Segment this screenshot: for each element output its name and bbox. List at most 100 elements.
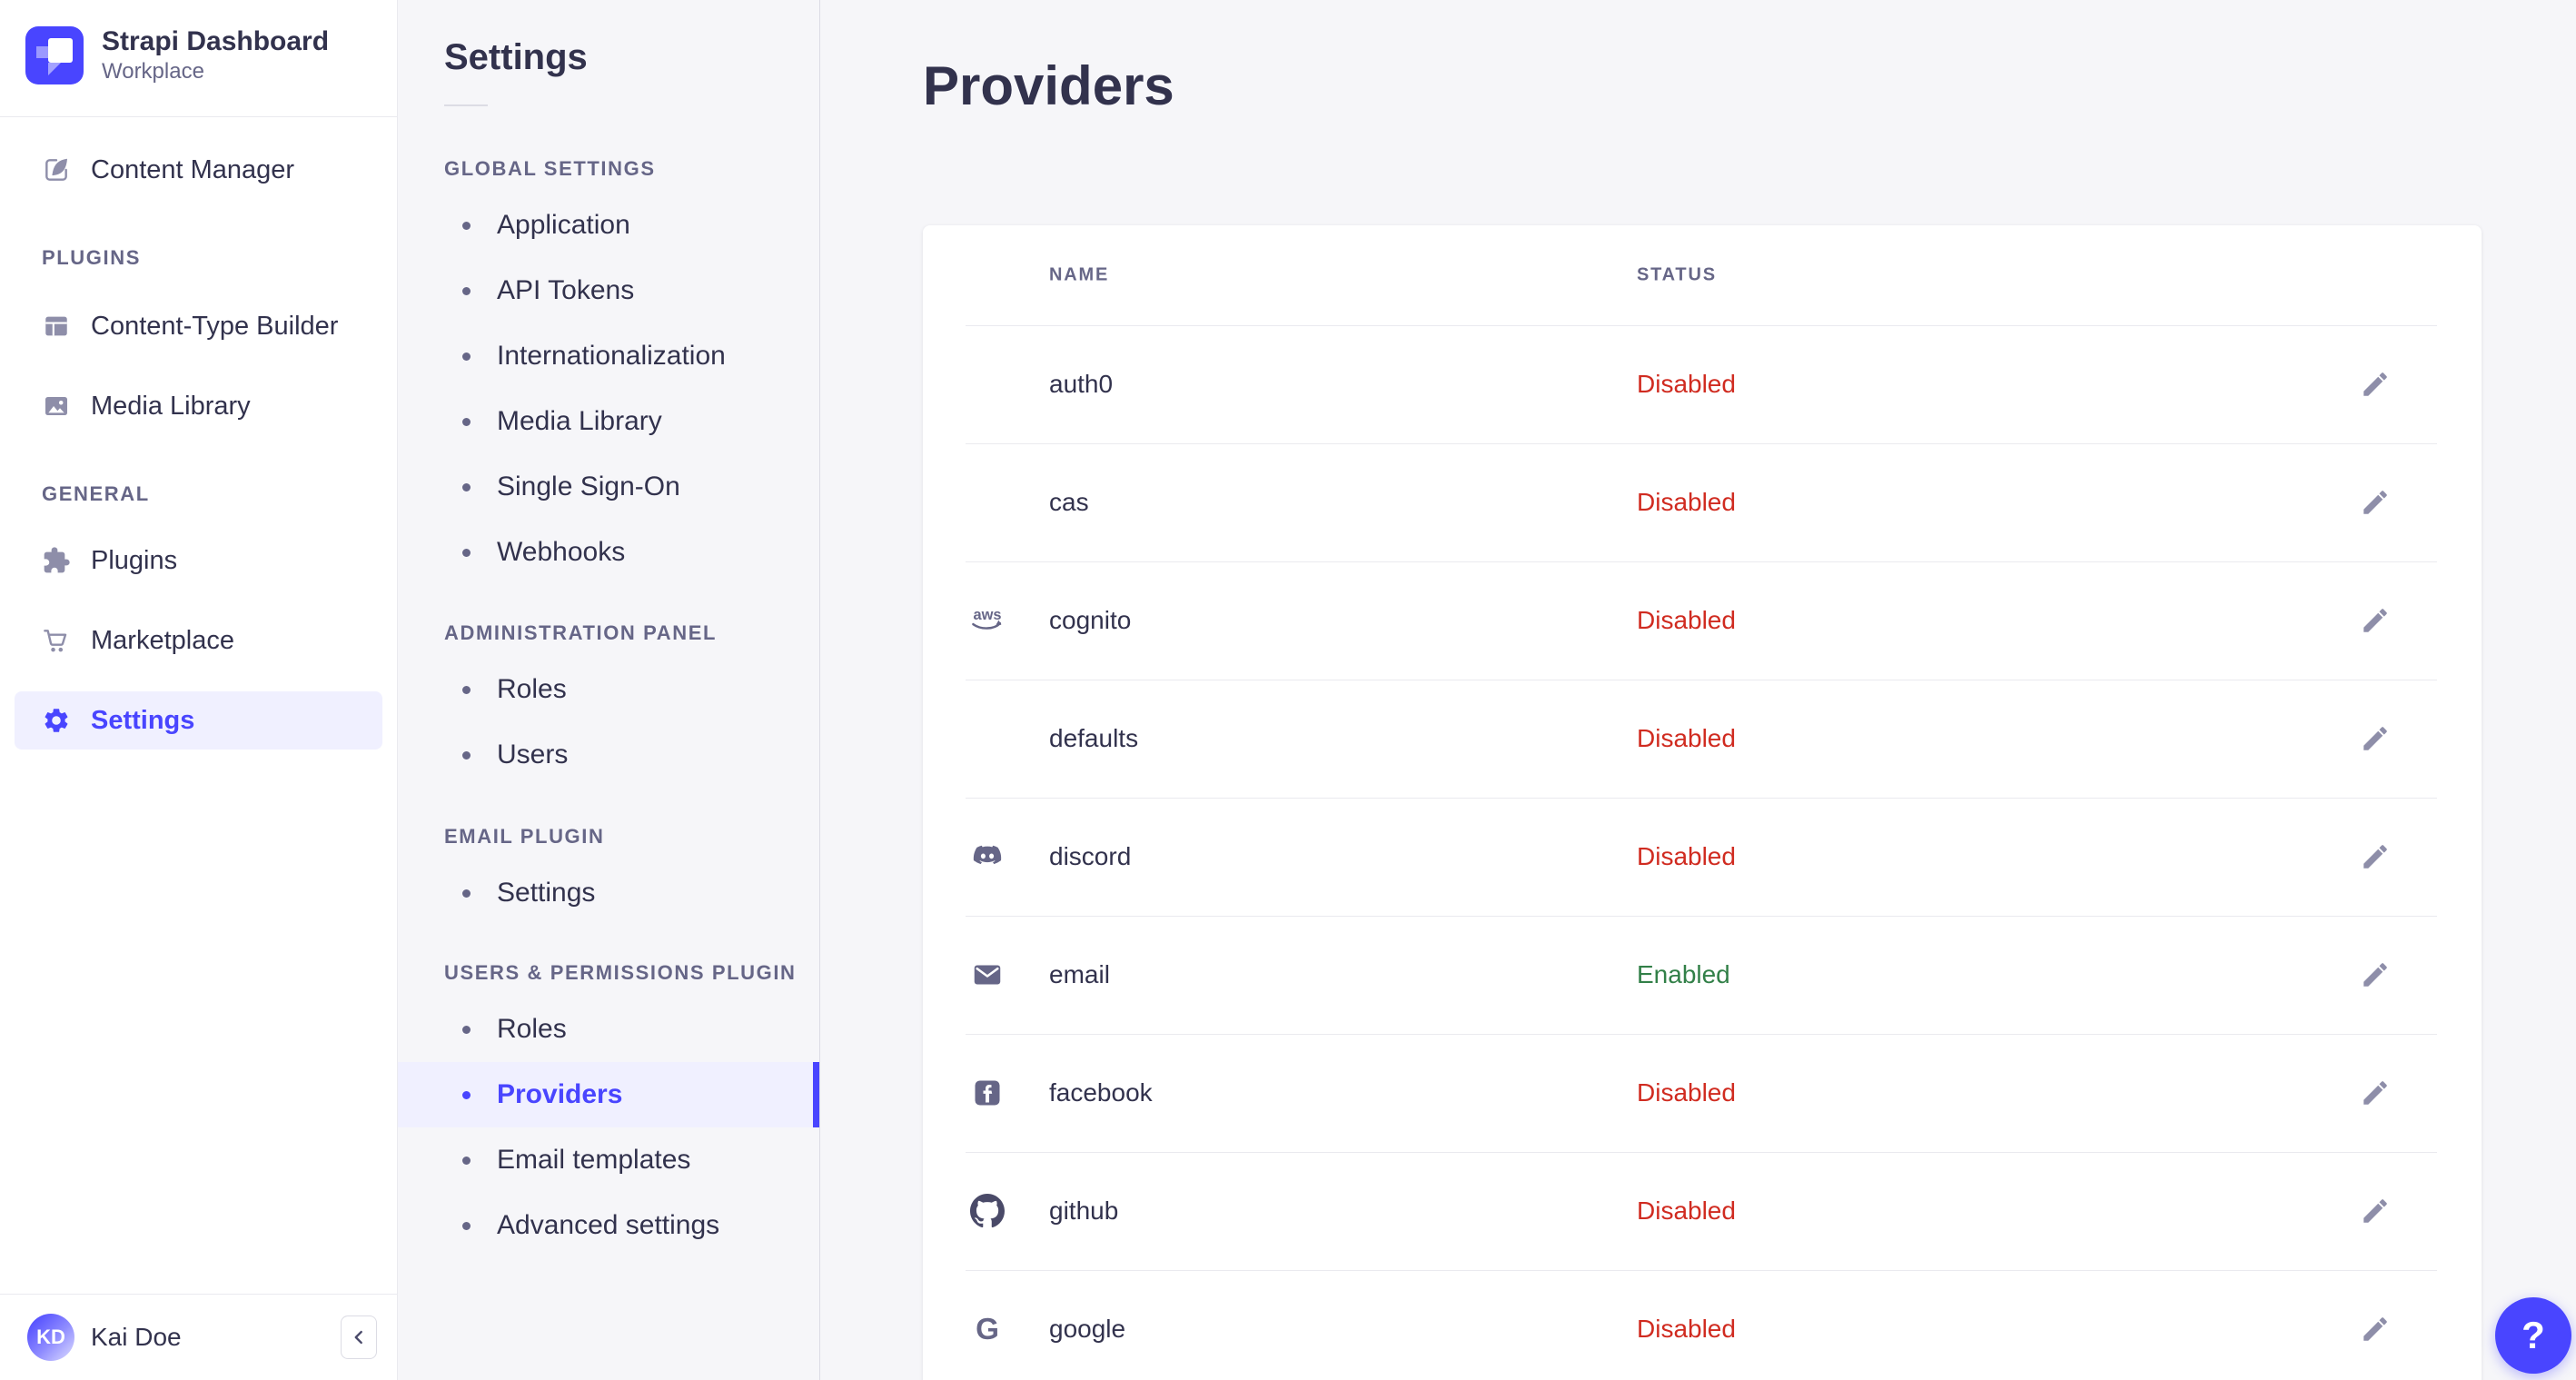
main-content: Providers NAME STATUS auth0 Disabled cas…: [820, 0, 2576, 1380]
subnav-item-label: Media Library: [497, 406, 662, 436]
subnav-item-admin-roles[interactable]: Roles: [398, 657, 819, 722]
provider-name: github: [1049, 1196, 1119, 1225]
bullet-icon: [462, 1156, 471, 1165]
email-icon: [966, 958, 1009, 991]
bullet-icon: [462, 1090, 471, 1099]
subnav-item-admin-users[interactable]: Users: [398, 722, 819, 788]
settings-icon: [42, 706, 71, 735]
sidebar-section-plugins: PLUGINS: [42, 246, 141, 269]
subnav-item-internationalization[interactable]: Internationalization: [398, 323, 819, 389]
provider-name: facebook: [1049, 1078, 1153, 1107]
edit-provider-button[interactable]: [2355, 1191, 2395, 1231]
edit-provider-button[interactable]: [2355, 719, 2395, 759]
sidebar-item-content-type-builder[interactable]: Content-Type Builder: [15, 297, 382, 355]
sidebar-item-label: Settings: [91, 705, 195, 735]
edit-provider-button[interactable]: [2355, 837, 2395, 877]
main-sidebar: Strapi Dashboard Workplace Content Manag…: [0, 0, 398, 1380]
bullet-icon: [462, 889, 471, 898]
table-header-row: NAME STATUS: [923, 225, 2482, 325]
subnav-item-label: Webhooks: [497, 537, 626, 567]
subnav-item-label: API Tokens: [497, 275, 635, 305]
subnav-item-label: Users: [497, 740, 569, 769]
subnav-item-application[interactable]: Application: [398, 193, 819, 258]
sidebar-item-label: Plugins: [91, 545, 178, 575]
subnav-item-single-sign-on[interactable]: Single Sign-On: [398, 454, 819, 520]
sidebar-item-plugins[interactable]: Plugins: [15, 531, 382, 590]
github-icon: [966, 1194, 1009, 1228]
edit-provider-button[interactable]: [2355, 601, 2395, 640]
chevron-left-icon: [347, 1325, 371, 1349]
subnav-item-label: Single Sign-On: [497, 472, 680, 501]
user-name: Kai Doe: [91, 1323, 182, 1351]
workspace-switcher[interactable]: Strapi Dashboard Workplace: [0, 0, 397, 85]
collapse-sidebar-button[interactable]: [341, 1315, 377, 1359]
edit-provider-button[interactable]: [2355, 955, 2395, 995]
edit-icon: [2360, 369, 2391, 400]
subnav-item-label: Internationalization: [497, 341, 726, 371]
bullet-icon: [462, 221, 471, 230]
subnav-item-label: Settings: [497, 878, 596, 908]
app-title: Strapi Dashboard: [102, 26, 330, 56]
aws-icon: aws: [966, 604, 1009, 637]
table-row-discord[interactable]: discord Disabled: [923, 798, 2482, 916]
bullet-icon: [462, 1025, 471, 1034]
table-row-defaults[interactable]: defaults Disabled: [923, 680, 2482, 798]
edit-icon: [2360, 1077, 2391, 1108]
sidebar-item-content-manager[interactable]: Content Manager: [15, 141, 382, 199]
sidebar-item-media-library[interactable]: Media Library: [15, 377, 382, 435]
workspace-name: Workplace: [102, 59, 204, 84]
help-button[interactable]: ?: [2495, 1297, 2571, 1374]
subnav-item-label: Application: [497, 210, 630, 240]
subnav-section-global-settings: GLOBAL SETTINGS: [444, 157, 656, 180]
column-header-status: STATUS: [1637, 264, 1717, 285]
table-row-facebook[interactable]: facebook Disabled: [923, 1034, 2482, 1152]
subnav-item-label: Email templates: [497, 1145, 691, 1175]
subnav-item-email-templates[interactable]: Email templates: [398, 1127, 819, 1193]
subnav-item-label: Providers: [497, 1079, 623, 1109]
subnav-item-email-settings[interactable]: Settings: [398, 860, 819, 926]
subnav-section-items: Settings: [398, 860, 819, 926]
bullet-icon: [462, 352, 471, 361]
table-row-auth0[interactable]: auth0 Disabled: [923, 325, 2482, 443]
avatar: KD: [27, 1314, 74, 1361]
subnav-item-webhooks[interactable]: Webhooks: [398, 520, 819, 585]
subnav-item-advanced-settings[interactable]: Advanced settings: [398, 1193, 819, 1258]
edit-provider-button[interactable]: [2355, 1309, 2395, 1349]
bullet-icon: [462, 548, 471, 557]
table-row-cognito[interactable]: aws cognito Disabled: [923, 561, 2482, 680]
edit-provider-button[interactable]: [2355, 364, 2395, 404]
edit-icon: [2360, 841, 2391, 872]
sidebar-item-settings[interactable]: Settings: [15, 691, 382, 750]
subnav-item-up-roles[interactable]: Roles: [398, 997, 819, 1062]
settings-subnav: Settings GLOBAL SETTINGS Application API…: [398, 0, 820, 1380]
subnav-section-items: Application API Tokens Internationalizat…: [398, 193, 819, 585]
provider-status: Disabled: [1637, 1315, 1736, 1343]
subnav-item-providers[interactable]: Providers: [398, 1062, 819, 1127]
subnav-item-api-tokens[interactable]: API Tokens: [398, 258, 819, 323]
sidebar-item-label: Marketplace: [91, 625, 234, 655]
sidebar-item-marketplace[interactable]: Marketplace: [15, 611, 382, 670]
provider-status: Disabled: [1637, 724, 1736, 752]
subnav-item-label: Advanced settings: [497, 1210, 720, 1240]
user-menu[interactable]: KD Kai Doe: [27, 1314, 341, 1361]
page-title: Providers: [923, 55, 1174, 116]
bullet-icon: [462, 482, 471, 491]
media-library-icon: [42, 392, 71, 421]
sidebar-footer: KD Kai Doe: [0, 1294, 397, 1380]
provider-name: auth0: [1049, 370, 1114, 398]
subnav-section-users-permissions-plugin: USERS & PERMISSIONS PLUGIN: [444, 961, 797, 984]
providers-table: NAME STATUS auth0 Disabled cas Disabled …: [923, 225, 2482, 1380]
sidebar-item-label: Media Library: [91, 391, 251, 421]
table-row-cas[interactable]: cas Disabled: [923, 443, 2482, 561]
edit-provider-button[interactable]: [2355, 482, 2395, 522]
table-row-email[interactable]: email Enabled: [923, 916, 2482, 1034]
table-row-google[interactable]: G google Disabled: [923, 1270, 2482, 1380]
provider-name: email: [1049, 960, 1110, 988]
subnav-item-label: Roles: [497, 674, 567, 704]
content-manager-icon: [42, 155, 71, 184]
edit-provider-button[interactable]: [2355, 1073, 2395, 1113]
edit-icon: [2360, 723, 2391, 754]
subnav-item-media-library[interactable]: Media Library: [398, 389, 819, 454]
marketplace-icon: [42, 626, 71, 655]
table-row-github[interactable]: github Disabled: [923, 1152, 2482, 1270]
